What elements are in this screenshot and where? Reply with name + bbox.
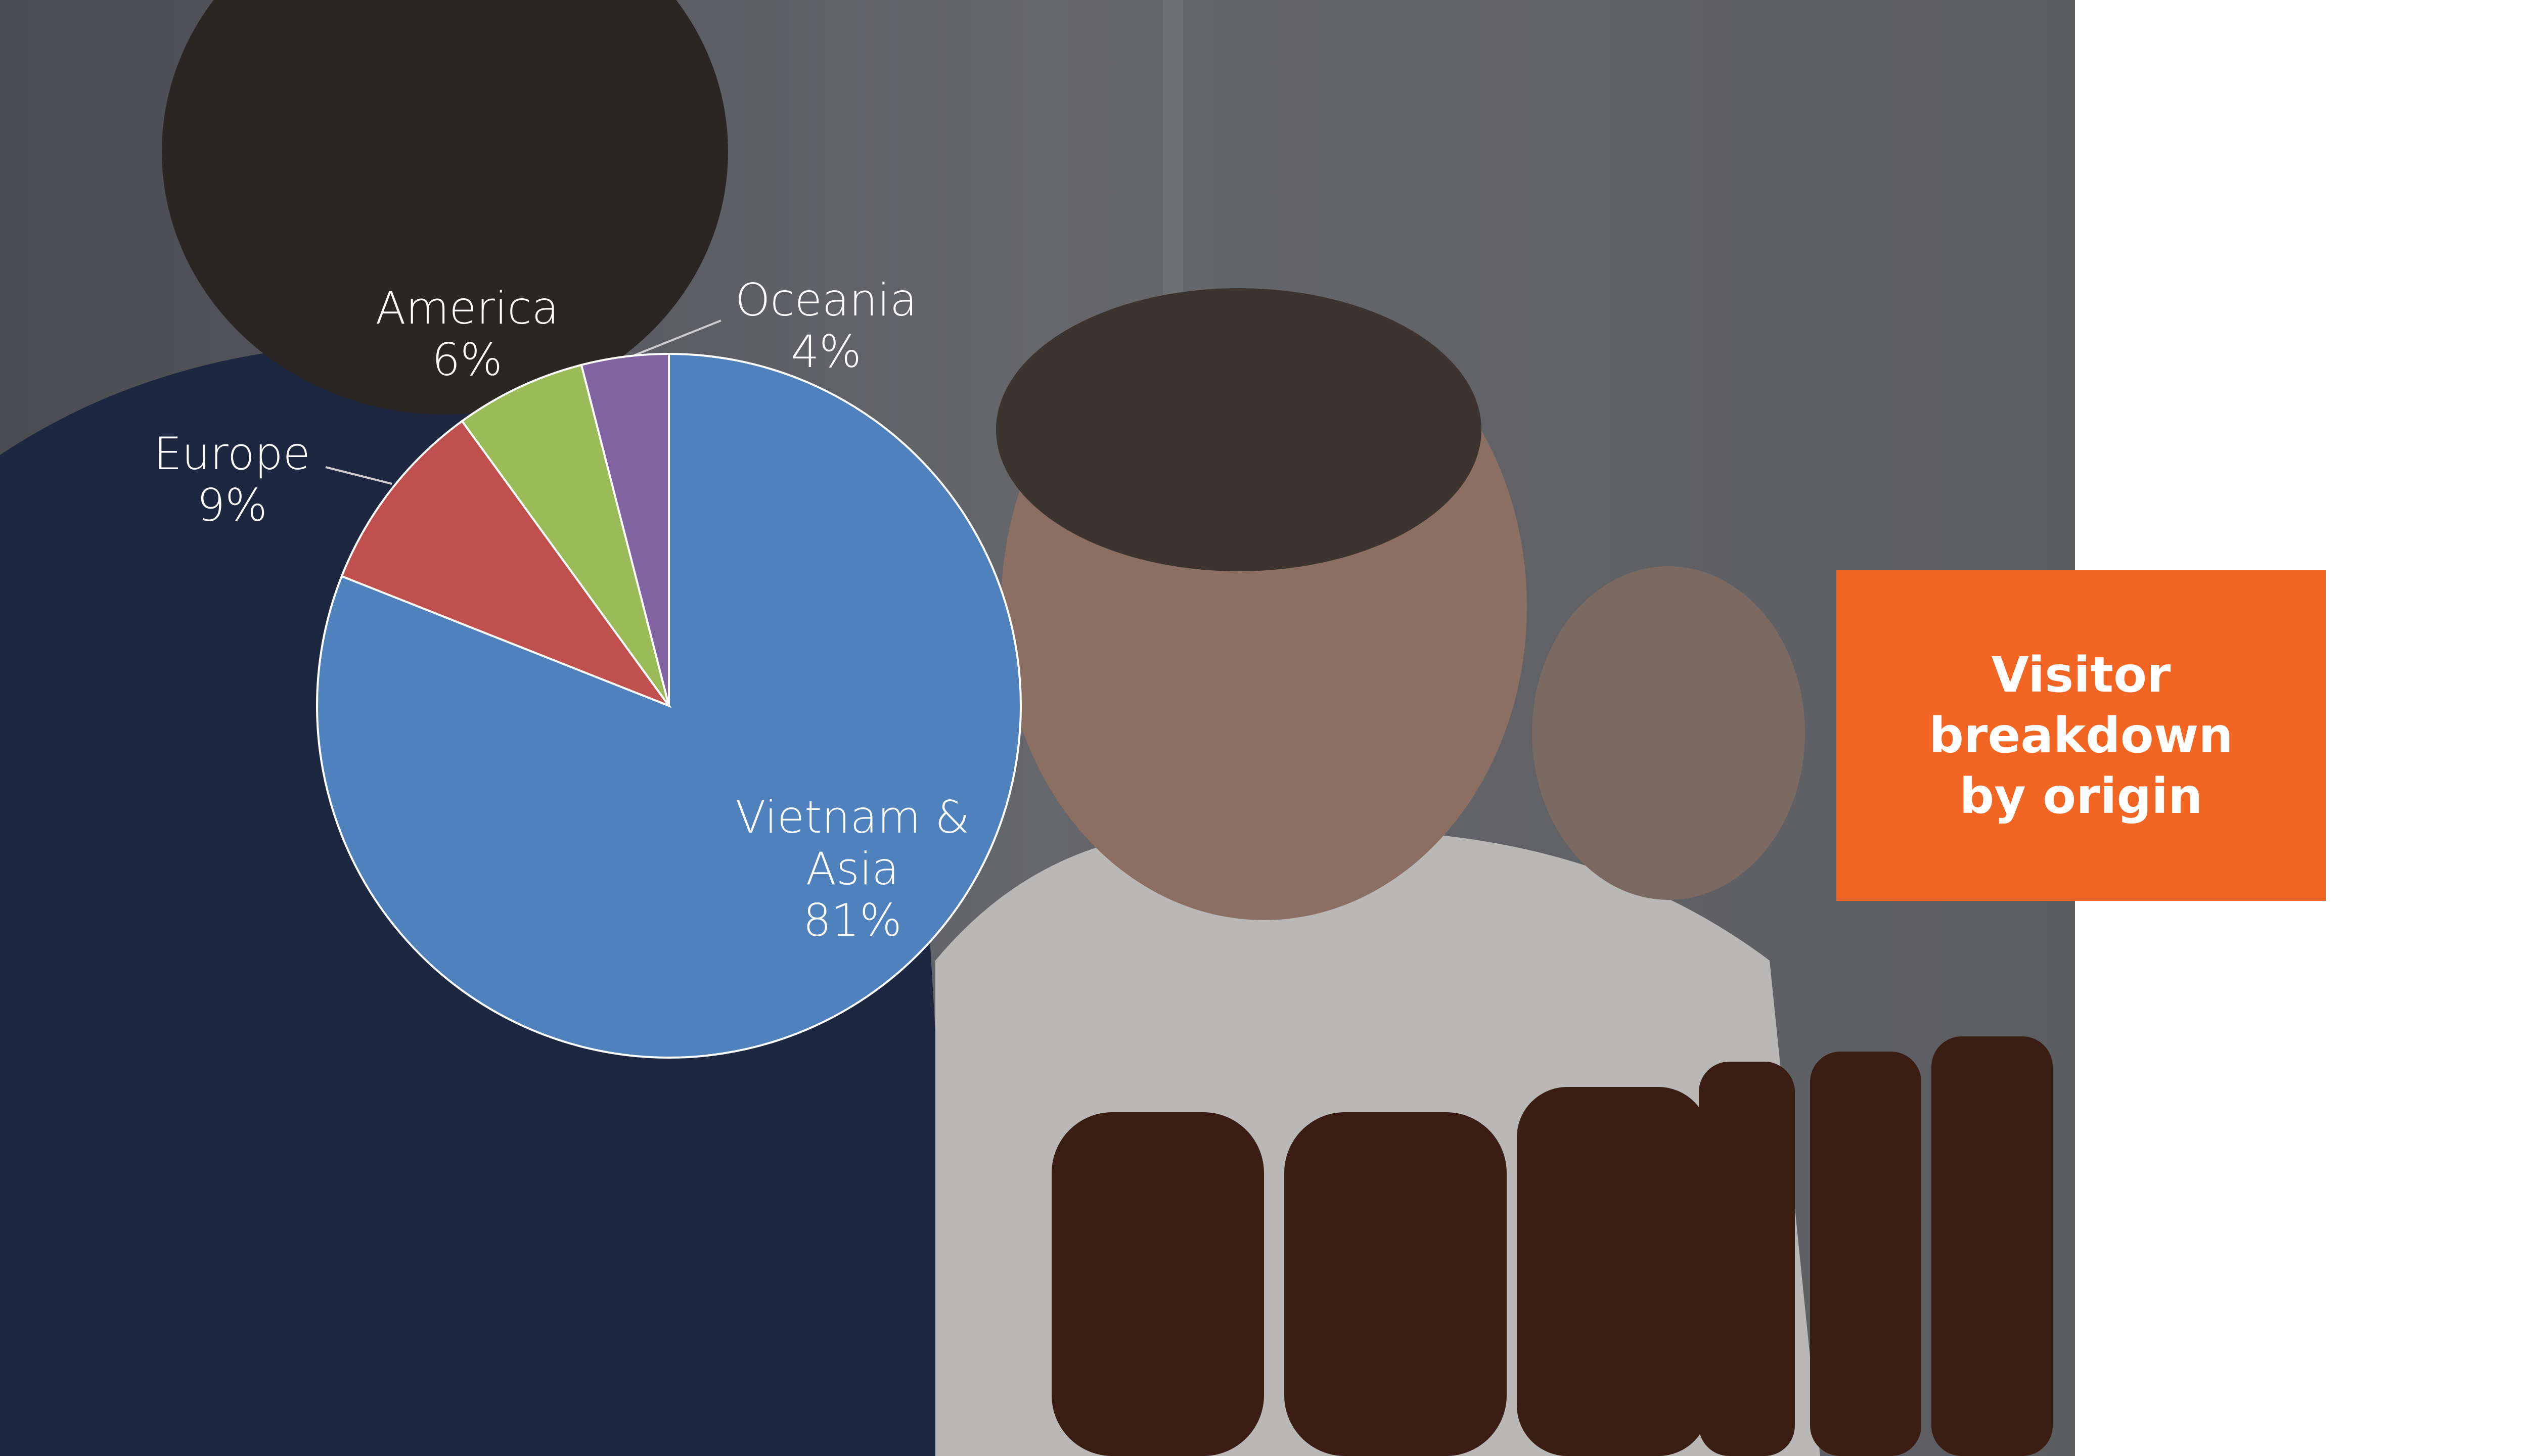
background-photo	[0, 0, 2075, 1456]
pie-chart	[316, 320, 1022, 1059]
leader-line	[325, 466, 392, 485]
value-label: 9%	[197, 479, 267, 531]
chart-title: Visitor breakdown by origin	[1929, 647, 2233, 825]
slice-label: America 6%	[326, 283, 609, 386]
category-label: America	[375, 282, 559, 334]
pie-slice	[340, 420, 672, 708]
category-label: Oceania	[735, 274, 917, 326]
slice-label: Vietnam & Asia 81%	[711, 792, 994, 946]
slice-label: Europe 9%	[91, 428, 374, 531]
value-label: 6%	[432, 334, 503, 386]
value-label: 4%	[791, 326, 862, 378]
title-box: Visitor breakdown by origin	[1836, 570, 2326, 901]
category-label: Europe	[154, 428, 310, 480]
leader-line	[634, 320, 721, 356]
category-label: Vietnam & Asia	[735, 791, 970, 895]
pie-slice	[461, 363, 670, 707]
pie-slice	[580, 352, 670, 706]
slice-label: Oceania 4%	[685, 275, 968, 378]
value-label: 81%	[803, 894, 902, 946]
